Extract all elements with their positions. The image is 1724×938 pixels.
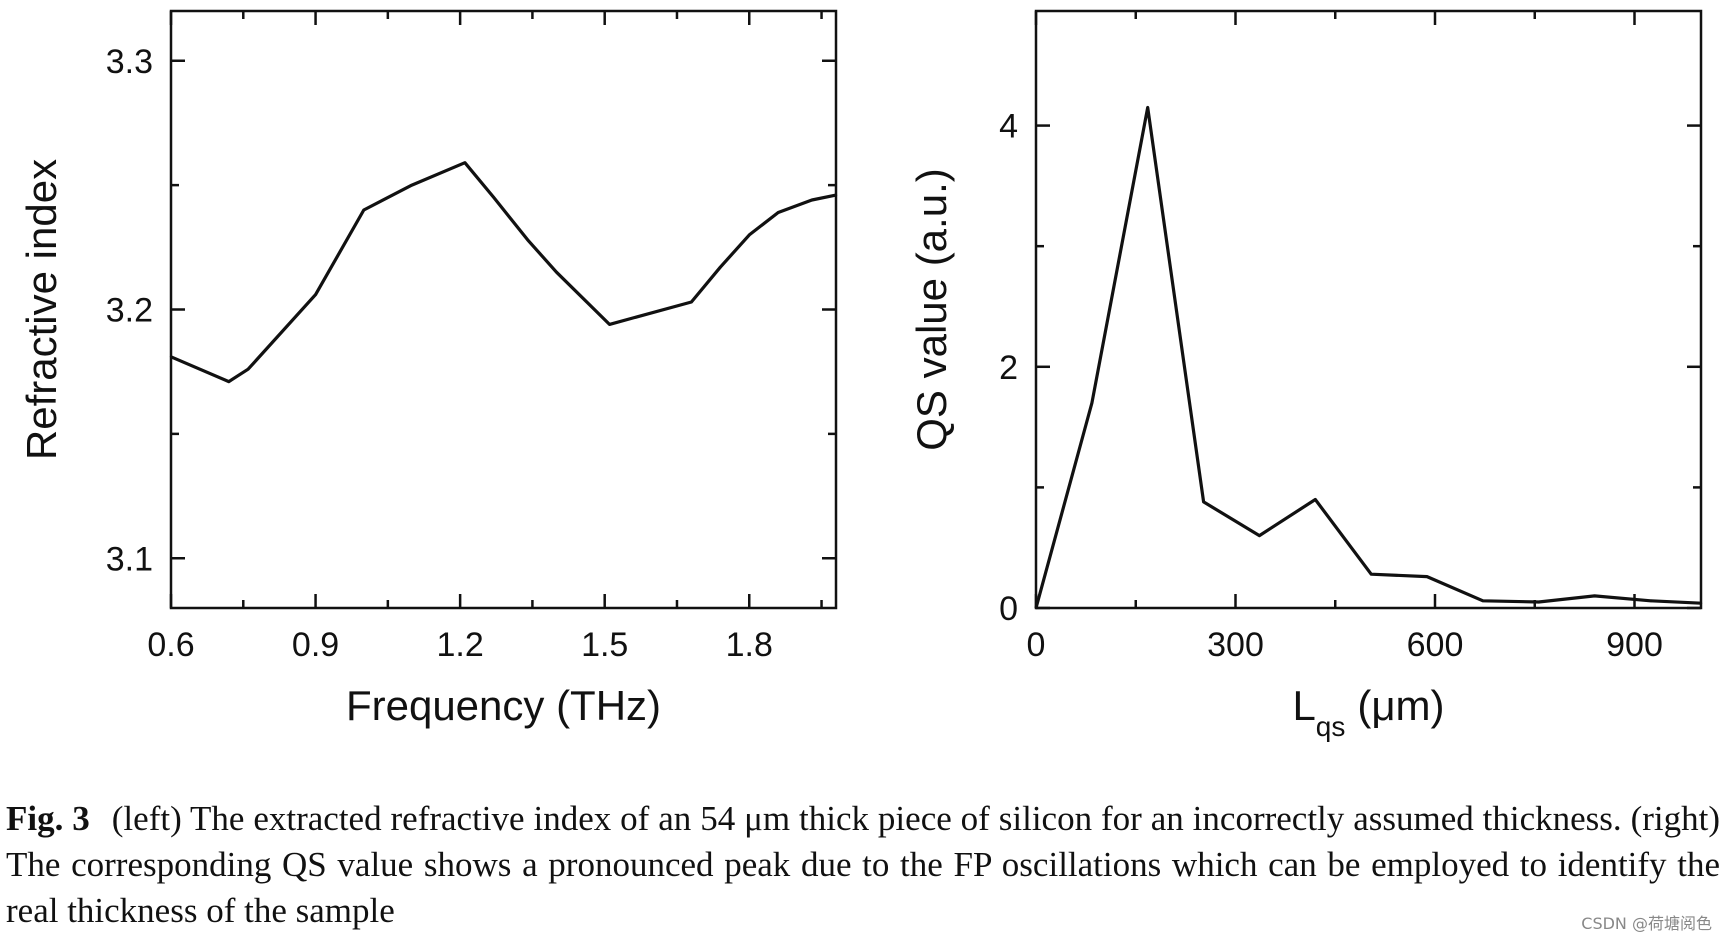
y-tick-label: 3.2	[106, 292, 153, 330]
data-point	[1314, 498, 1317, 501]
data-point	[608, 323, 611, 326]
y-tick-label: 3.1	[106, 540, 153, 578]
data-point	[1649, 599, 1652, 602]
data-point	[1146, 106, 1149, 109]
x-axis-title: Lqs (μm)	[1292, 682, 1444, 742]
data-point	[463, 161, 467, 164]
data-point	[227, 380, 231, 383]
data-point	[1258, 534, 1261, 537]
data-point	[834, 193, 838, 197]
plot-frame	[1034, 9, 1703, 610]
data-point	[1090, 401, 1094, 405]
data-point	[246, 368, 250, 371]
plot-frame	[169, 9, 838, 610]
data-point	[810, 198, 814, 202]
data-point	[314, 293, 317, 296]
x-axis-title-main: L	[1292, 682, 1315, 729]
data-point	[362, 208, 365, 212]
x-tick-label: 1.8	[726, 626, 773, 664]
series-line	[1034, 105, 1702, 609]
watermark: CSDN @荷塘阅色	[1581, 914, 1712, 933]
x-tick-label: 0.6	[147, 626, 194, 664]
y-tick-label: 4	[999, 108, 1018, 146]
y-tick-label: 0	[999, 590, 1018, 628]
figure-caption: Fig. 3 (left) The extracted refractive in…	[6, 796, 1720, 934]
x-axis-title-unit: (μm)	[1357, 682, 1444, 729]
x-tick-label: 0.9	[292, 626, 339, 664]
data-point	[1699, 601, 1703, 605]
x-axis-title: Frequency (THz)	[346, 682, 661, 729]
data-point	[1593, 594, 1596, 598]
caption-text: (left) The extracted refractive index of…	[6, 799, 1720, 930]
series-line	[170, 161, 837, 384]
x-tick-label: 1.5	[581, 626, 628, 664]
data-point	[776, 211, 780, 214]
x-tick-label: 1.2	[436, 626, 483, 664]
data-point	[1202, 500, 1205, 504]
data-point	[1369, 573, 1373, 576]
data-point	[492, 196, 496, 199]
data-point	[1425, 575, 1429, 578]
y-tick-label: 3.3	[106, 43, 153, 81]
x-tick-label: 900	[1606, 626, 1663, 664]
data-point	[410, 183, 414, 187]
x-tick-label: 600	[1407, 626, 1464, 664]
y-axis-title: Refractive index	[18, 159, 65, 460]
data-point	[1481, 599, 1485, 602]
x-tick-label: 0	[1027, 626, 1046, 664]
data-point	[690, 300, 693, 304]
data-point	[719, 266, 722, 269]
data-point	[169, 355, 173, 358]
y-tick-label: 2	[999, 349, 1018, 387]
caption-label: Fig. 3	[6, 799, 90, 838]
qs-value-chart: 0 300 600 900 0 2 4 QS value (a.u.) Lqs (μm)	[908, 9, 1703, 742]
x-tick-label: 300	[1207, 626, 1264, 664]
data-point	[1034, 606, 1038, 610]
refractive-index-chart: 0.6 0.9 1.2 1.5 1.8 3.1 3.2 3.3 Refractive index…	[18, 9, 838, 729]
x-axis-title-subscript: qs	[1316, 711, 1346, 742]
data-point	[555, 270, 558, 274]
data-point	[526, 238, 529, 242]
y-axis-title: QS value (a.u.)	[908, 168, 955, 450]
data-point	[1537, 600, 1540, 604]
data-point	[748, 233, 751, 237]
